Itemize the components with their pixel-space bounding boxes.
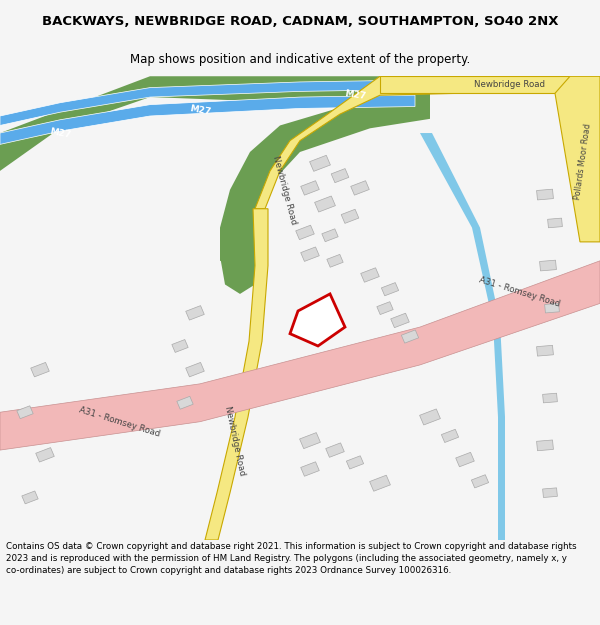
Text: Newbridge Road: Newbridge Road <box>475 80 545 89</box>
Text: BACKWAYS, NEWBRIDGE ROAD, CADNAM, SOUTHAMPTON, SO40 2NX: BACKWAYS, NEWBRIDGE ROAD, CADNAM, SOUTHA… <box>42 15 558 28</box>
Text: M27: M27 <box>49 127 71 139</box>
Polygon shape <box>0 80 415 126</box>
Bar <box>539 260 556 271</box>
Bar <box>322 229 338 242</box>
Bar <box>442 429 458 442</box>
Bar <box>382 282 398 296</box>
Bar <box>341 209 359 223</box>
Bar <box>542 393 557 403</box>
Bar <box>177 396 193 409</box>
Polygon shape <box>555 76 600 242</box>
Bar <box>172 339 188 352</box>
Bar <box>542 488 557 498</box>
Bar <box>327 254 343 268</box>
Bar <box>17 406 33 419</box>
Polygon shape <box>205 209 268 540</box>
Bar <box>419 409 440 425</box>
Bar <box>377 302 393 314</box>
Bar <box>351 181 369 195</box>
Polygon shape <box>0 76 430 266</box>
Text: Newbridge Road: Newbridge Road <box>271 154 299 225</box>
Bar <box>301 462 319 476</box>
Polygon shape <box>0 95 415 144</box>
Text: M27: M27 <box>188 104 211 117</box>
Bar <box>186 306 204 320</box>
Text: Pollards Moor Road: Pollards Moor Road <box>573 122 593 200</box>
Bar <box>346 456 364 469</box>
Bar <box>545 303 559 313</box>
Text: Newbridge Road: Newbridge Road <box>223 405 247 476</box>
Bar <box>310 155 331 171</box>
Bar <box>401 330 419 343</box>
Polygon shape <box>380 76 600 93</box>
Bar <box>331 169 349 182</box>
Bar <box>31 362 49 377</box>
Bar <box>22 491 38 504</box>
Text: A31 - Romsey Road: A31 - Romsey Road <box>79 405 161 438</box>
Bar <box>299 432 320 449</box>
Polygon shape <box>255 76 460 209</box>
Text: A31 - Romsey Road: A31 - Romsey Road <box>478 276 562 309</box>
Polygon shape <box>220 214 265 294</box>
Polygon shape <box>290 294 345 346</box>
Bar <box>301 181 319 195</box>
Bar <box>536 346 553 356</box>
Bar <box>548 218 562 227</box>
Polygon shape <box>0 261 600 450</box>
Text: Map shows position and indicative extent of the property.: Map shows position and indicative extent… <box>130 53 470 66</box>
Bar <box>472 475 488 488</box>
Bar <box>36 448 54 462</box>
Bar <box>361 268 379 282</box>
Bar <box>370 475 391 491</box>
Bar <box>536 440 553 451</box>
Bar <box>186 362 204 377</box>
Polygon shape <box>420 133 505 540</box>
Bar <box>456 452 474 467</box>
Bar <box>326 443 344 458</box>
Text: M27: M27 <box>344 89 367 101</box>
Bar <box>296 225 314 239</box>
Bar <box>536 189 553 200</box>
Bar <box>301 247 319 261</box>
Bar <box>314 196 335 212</box>
Bar <box>391 313 409 328</box>
Text: Contains OS data © Crown copyright and database right 2021. This information is : Contains OS data © Crown copyright and d… <box>6 542 577 575</box>
